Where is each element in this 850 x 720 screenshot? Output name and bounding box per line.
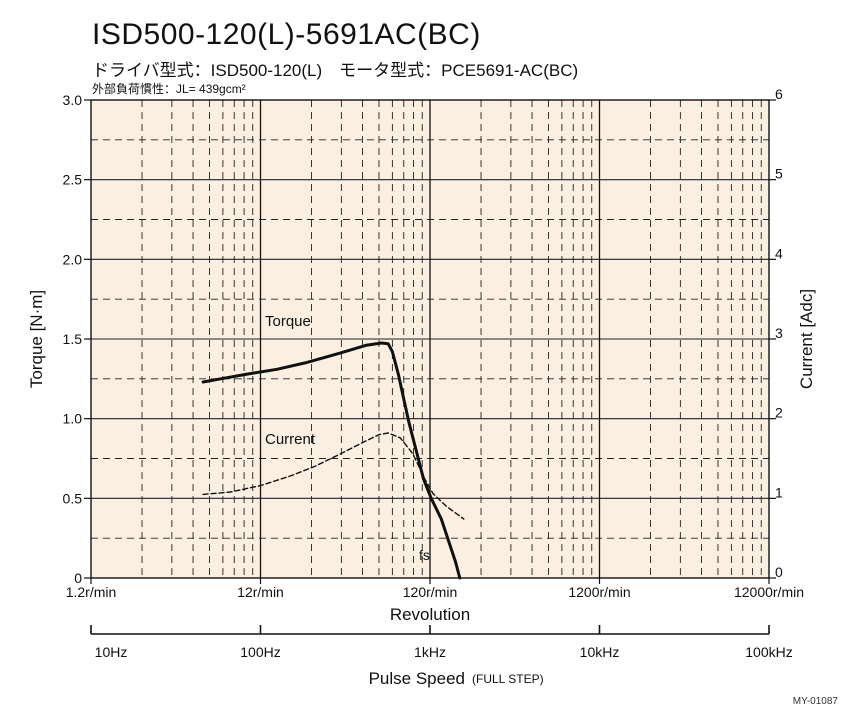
model-subtitle: ドライバ型式：ISD500-120(L) モータ型式：PCE5691-AC(BC…	[92, 61, 579, 80]
x-tick-label: 1200r/min	[568, 584, 630, 600]
x-tick-label: 1.2r/min	[66, 584, 117, 600]
pulse-speed-tick-label: 1kHz	[414, 644, 446, 660]
pulse-speed-suffix: (FULL STEP)	[472, 672, 544, 686]
x-tick-label: 12r/min	[237, 584, 284, 600]
y-tick-label-left: 1.5	[63, 331, 83, 347]
chart-title: ISD500-120(L)-5691AC(BC)	[92, 18, 481, 51]
x-tick-label: 12000r/min	[734, 584, 804, 600]
y-tick-label-right: 6	[775, 86, 783, 102]
pulse-speed-tick-label: 100Hz	[240, 644, 280, 660]
document-code: MY-01087	[792, 696, 838, 707]
series-line-fs	[454, 560, 462, 580]
x-tick-label: 120r/min	[403, 584, 457, 600]
y-tick-label-left: 0.5	[63, 490, 83, 506]
pulse-speed-tick-label: 10Hz	[95, 644, 128, 660]
y-tick-label-left: 2.0	[63, 251, 83, 267]
annotation-torque: Torque	[265, 313, 311, 330]
y-tick-label-right: 0	[775, 564, 783, 580]
y-tick-label-left: 3.0	[63, 92, 83, 108]
y-tick-label-right: 1	[775, 484, 783, 500]
annotation-fs: fs	[419, 547, 430, 563]
y-tick-label-right: 5	[775, 166, 783, 182]
y-tick-label-left: 2.5	[63, 172, 83, 188]
y-tick-label-right: 3	[775, 325, 783, 341]
pulse-speed-tick-label: 10kHz	[580, 644, 620, 660]
series-line-torque	[201, 341, 458, 564]
y-axis-title-right: Current [Adc]	[797, 289, 816, 389]
y-tick-label-right: 2	[775, 405, 783, 421]
pulse-speed-title: Pulse Speed	[369, 669, 465, 688]
x-axis-title: Revolution	[390, 605, 470, 624]
inertia-note: 外部負荷慣性：JL= 439gcm²	[92, 82, 246, 96]
y-tick-label-left: 1.0	[63, 411, 83, 427]
pulse-speed-tick-label: 100kHz	[745, 644, 792, 660]
y-tick-label-left: 0	[74, 570, 82, 586]
y-axis-title-left: Torque [N·m]	[27, 290, 46, 388]
annotation-current: Current	[265, 431, 316, 448]
series-line-current	[202, 432, 465, 520]
y-tick-label-right: 4	[775, 245, 783, 261]
